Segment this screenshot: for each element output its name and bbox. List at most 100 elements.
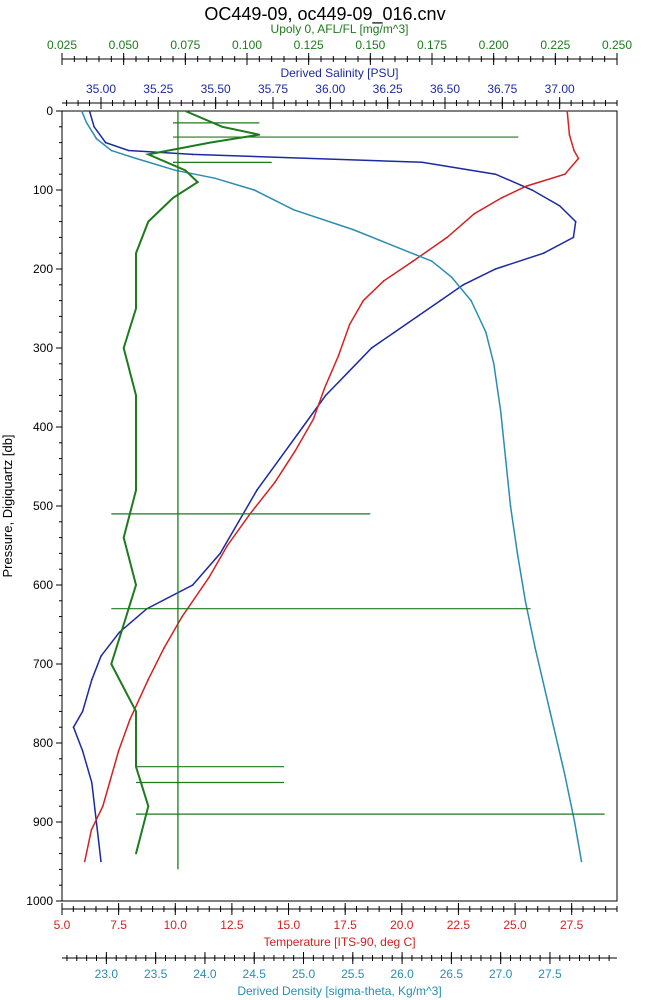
temperature-data-point [129,718,131,721]
temperature-data-point [274,481,276,484]
y-tick-label: 1000 [26,894,53,908]
density-data-point [499,410,502,413]
density-tick-label: 24.5 [243,967,267,981]
fluorescence-data-point [172,197,174,199]
temperature-data-point [312,418,315,420]
salinity-tick-label: 36.00 [315,82,345,96]
salinity-data-point [416,315,419,318]
temperature-data-point [226,544,229,547]
density-data-point [504,457,507,460]
density-data-point [534,647,536,649]
temperature-tick-label: 27.5 [560,918,584,932]
salinity-data-point [542,252,545,254]
salinity-data-point [393,331,396,334]
y-tick-label: 100 [33,183,53,197]
salinity-tick-label: 35.00 [86,82,116,96]
density-data-point [213,177,216,179]
temperature-data-point [208,576,211,578]
temperature-tick-label: 25.0 [503,918,527,932]
density-data-point [174,169,177,172]
salinity-data-point [100,655,102,657]
salinity-tick-label: 35.75 [258,82,288,96]
salinity-data-point [256,489,258,492]
salinity-data-point [104,141,107,144]
density-data-point [95,137,98,140]
salinity-data-point [279,457,281,460]
temperature-data-point [566,110,568,112]
salinity-data-point [127,149,130,152]
salinity-data-point [347,370,350,373]
salinity-data-point [88,110,91,112]
salinity-tick-label: 36.75 [487,82,517,96]
salinity-data-point [91,679,93,681]
y-tick-label: 700 [33,657,53,671]
salinity-data-point [494,268,497,270]
temperature-data-point [83,860,86,863]
y-tick-label: 0 [46,104,53,118]
density-data-point [135,157,137,160]
temperature-data-point [412,260,414,262]
density-data-point [524,600,527,602]
density-data-point [470,299,472,302]
temperature-data-point [181,615,183,618]
density-series-line [81,110,583,862]
salinity-data-point [81,710,84,713]
density-data-point [580,860,583,863]
density-axis-label: Derived Density [sigma-theta, Kg/m^3] [237,984,441,998]
density-tick-label: 23.0 [95,967,119,981]
fluorescence-data-point [135,307,137,310]
density-tick-label: 26.0 [390,967,414,981]
temperature-data-point [163,647,165,649]
fluorescence-data-point [184,169,187,172]
density-data-point [401,248,403,251]
fluorescence-data-point [135,852,137,855]
salinity-data-point [191,153,194,156]
density-data-point [516,552,519,555]
temperature-data-point [362,299,365,302]
temperature-series-line [83,110,580,862]
density-data-point [492,363,495,365]
salinity-data-point [91,781,93,784]
density-data-point [450,276,453,278]
temperature-data-point [323,386,326,389]
fluorescence-data-point [258,133,261,136]
fluorescence-data-point [110,663,113,665]
fluorescence-data-point [221,126,224,128]
salinity-data-point [100,860,102,863]
fluorescence-axis-label: Upoly 0, AFL/FL [mg/m^3] [271,22,409,36]
density-data-point [85,122,88,124]
fluorescence-data-point [196,181,199,183]
y-tick-label: 800 [33,736,53,750]
fluorescence-tick-label: 0.250 [602,38,632,52]
temperature-tick-label: 17.5 [333,918,357,932]
fluorescence-tick-label: 0.200 [479,38,509,52]
density-data-point [110,149,113,152]
fluorescence-data-point [135,710,137,713]
fluorescence-tick-label: 0.100 [232,38,262,52]
temperature-data-point [577,157,580,160]
fluorescence-data-point [135,394,137,397]
fluorescence-data-point [135,252,137,254]
fluorescence-tick-label: 0.175 [417,38,447,52]
salinity-data-point [421,161,423,164]
temperature-tick-label: 5.0 [54,918,71,932]
salinity-tick-label: 36.25 [373,82,403,96]
salinity-data-point [558,205,561,207]
salinity-data-point [494,173,497,175]
temperature-data-point [147,679,149,681]
fluorescence-tick-label: 0.150 [355,38,385,52]
salinity-data-point [462,284,465,286]
temperature-data-point [294,449,297,452]
temperature-data-point [101,805,104,807]
temperature-tick-label: 20.0 [390,918,414,932]
y-tick-label: 200 [33,262,53,276]
fluorescence-data-point [135,489,137,492]
density-tick-label: 25.5 [341,967,365,981]
salinity-data-point [93,126,95,128]
salinity-data-point [439,299,442,302]
fluorescence-tick-label: 0.025 [47,38,77,52]
salinity-tick-label: 36.50 [430,82,460,96]
fluorescence-data-point [135,584,137,586]
salinity-data-point [191,584,194,586]
temperature-tick-label: 15.0 [277,918,301,932]
